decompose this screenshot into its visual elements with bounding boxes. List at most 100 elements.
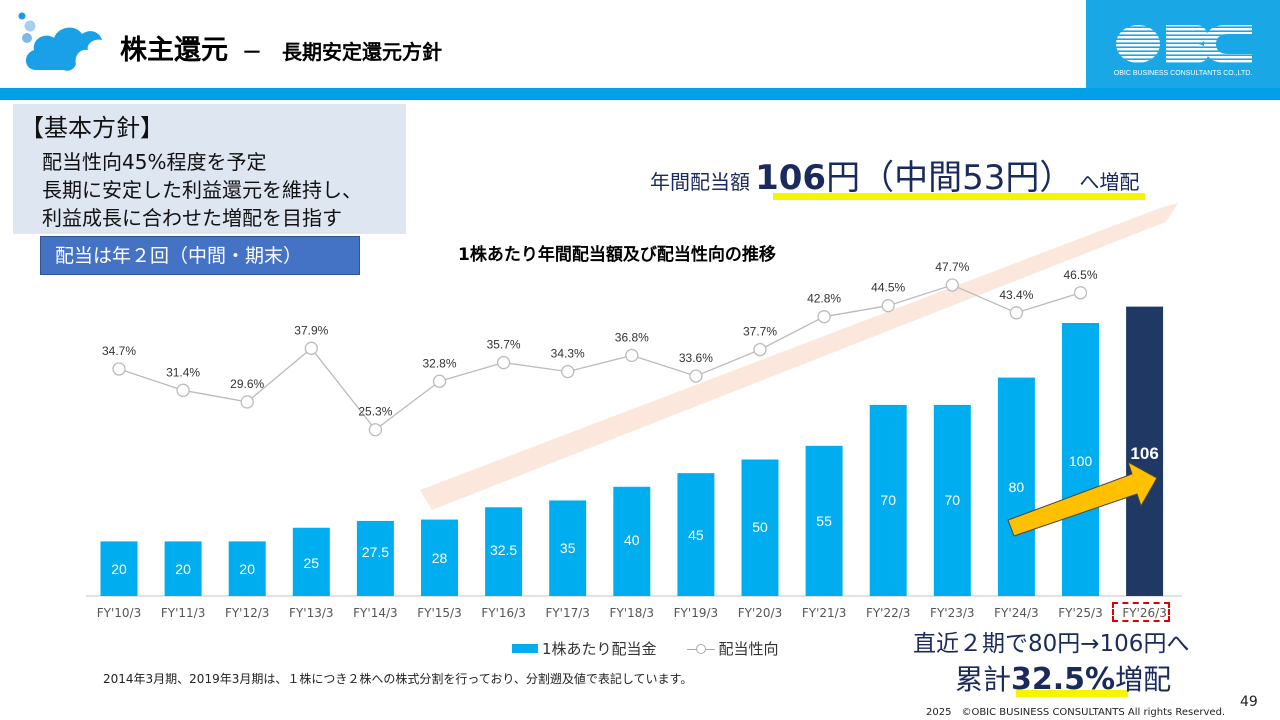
bar-10: [741, 459, 779, 596]
payout-marker: [368, 423, 383, 437]
policy-line: 長期に安定した利益還元を維持し、: [42, 178, 362, 202]
headline-amount: 106: [755, 158, 827, 198]
bar-9: [677, 473, 715, 596]
bar-value-label: 70: [945, 492, 961, 508]
growth-arrow-icon: [1007, 460, 1158, 537]
dividend-frequency-badge: 配当は年２回（中間・期末）: [40, 236, 360, 275]
x-tick-label: FY'23/3: [930, 606, 974, 620]
policy-line: 配当性向45%程度を予定: [42, 150, 267, 174]
x-tick-label: FY'21/3: [802, 606, 846, 620]
x-tick-label: FY'22/3: [866, 606, 910, 620]
x-tick-label: FY'18/3: [610, 606, 654, 620]
chart-title: 1株あたり年間配当額及び配当性向の推移: [458, 245, 776, 265]
payout-label: 29.6%: [230, 377, 264, 391]
policy-line: 利益成長に合わせた増配を目指す: [42, 206, 342, 230]
bar-value-label: 50: [752, 519, 768, 535]
bar-2: [228, 541, 266, 596]
payout-label: 34.3%: [551, 347, 585, 361]
bar-value-label: 35: [560, 540, 576, 556]
x-tick-label: FY'24/3: [994, 606, 1038, 620]
bar-value-label: 32.5: [490, 542, 517, 558]
headline: 年間配当額 106円（中間53円） へ増配: [650, 150, 1139, 199]
bar-6: [485, 507, 523, 596]
payout-label: 37.7%: [743, 325, 777, 339]
payout-marker: [176, 383, 190, 397]
headline-prefix: 年間配当額: [650, 170, 750, 194]
payout-marker: [1073, 286, 1088, 300]
footnote: 2014年3月期、2019年3月期は、１株につき２株への株式分割を行っており、分…: [103, 672, 693, 686]
payout-label: 43.4%: [999, 288, 1033, 302]
payout-label: 31.4%: [166, 365, 200, 379]
bar-1: [164, 541, 202, 596]
bar-11: [805, 445, 843, 596]
payout-marker: [689, 369, 703, 383]
bar-4: [356, 520, 394, 596]
copyright: 2025 ©OBIC BUSINESS CONSULTANTS All righ…: [926, 707, 1226, 718]
cloud-logo-icon: [18, 12, 102, 71]
x-tick-label: FY'25/3: [1058, 606, 1102, 620]
bar-14: [997, 377, 1035, 596]
x-tick-label: FY'12/3: [225, 606, 269, 620]
payout-marker: [625, 348, 639, 363]
bar-7: [549, 500, 587, 596]
policy-panel: [13, 104, 406, 234]
x-tick-label: FY'26/3: [1122, 606, 1166, 620]
bar-value-label: 40: [624, 532, 640, 548]
bar-value-label: 80: [1009, 479, 1025, 495]
legend-item-payout: 配当性向: [718, 640, 779, 658]
headline-interim: 円（中間53円）: [826, 158, 1074, 198]
x-tick-label: FY'13/3: [289, 606, 333, 620]
title-subtitle: － 長期安定還元方針: [242, 40, 442, 64]
payout-marker: [817, 310, 831, 324]
payout-label: 46.5%: [1063, 268, 1097, 282]
payout-marker: [753, 342, 767, 357]
bar-value-label: 55: [816, 513, 832, 529]
bar-value-label: 20: [175, 561, 191, 577]
payout-marker: [112, 362, 126, 376]
x-tick-label: FY'19/3: [674, 606, 718, 620]
payout-marker: [240, 395, 254, 409]
x-tick-label: FY'10/3: [97, 606, 141, 620]
bar-0: [100, 541, 138, 596]
x-tick-label: FY'11/3: [161, 606, 205, 620]
summary-highlight: [1016, 690, 1128, 697]
bar-value-label: 45: [688, 527, 704, 543]
summary-suffix: 増配: [1115, 663, 1172, 696]
trend-arrow: [420, 203, 1178, 510]
payout-marker: [304, 341, 318, 355]
payout-marker: [496, 355, 511, 370]
obc-logo-icon: OBIC BUSINESS CONSULTANTS CO.,LTD.: [1114, 25, 1252, 77]
payout-label: 42.8%: [807, 292, 841, 306]
bar-value-label: 20: [111, 561, 127, 577]
bar-16: [1126, 306, 1164, 596]
payout-label: 44.5%: [871, 281, 905, 295]
payout-label: 32.8%: [422, 356, 456, 370]
x-tick-label: FY'14/3: [353, 606, 397, 620]
policy-heading: 【基本方針】: [20, 114, 164, 142]
bar-value-label: 20: [239, 561, 255, 577]
payout-label: 47.7%: [935, 260, 969, 274]
summary-line-2: 累計32.5%増配: [955, 658, 1171, 698]
payout-marker: [881, 299, 895, 313]
payout-label: 25.3%: [358, 405, 392, 419]
title-main: 株主還元: [120, 35, 228, 66]
payout-label: 33.6%: [679, 351, 713, 365]
x-tick-label: FY'15/3: [417, 606, 461, 620]
forecast-highlight-box: [1112, 602, 1170, 622]
bar-value-label: 70: [880, 492, 896, 508]
bar-5: [421, 519, 458, 596]
summary-prefix: 累計: [955, 663, 1012, 696]
bar-value-label: 100: [1069, 453, 1093, 469]
bar-value-label: 25: [304, 555, 320, 571]
summary-line-1: 直近２期で80円→106円へ: [913, 631, 1190, 657]
x-tick-label: FY'17/3: [545, 606, 589, 620]
x-tick-label: FY'20/3: [738, 606, 782, 620]
bar-8: [613, 486, 651, 596]
payout-label: 36.8%: [615, 330, 649, 344]
bar-12: [869, 404, 907, 596]
payout-label: 35.7%: [487, 338, 521, 352]
legend-item-dividend: 1株あたり配当金: [542, 640, 657, 658]
page-number: 49: [1240, 694, 1258, 710]
bar-value-label: 106: [1130, 444, 1158, 463]
header-divider: [0, 88, 1280, 100]
